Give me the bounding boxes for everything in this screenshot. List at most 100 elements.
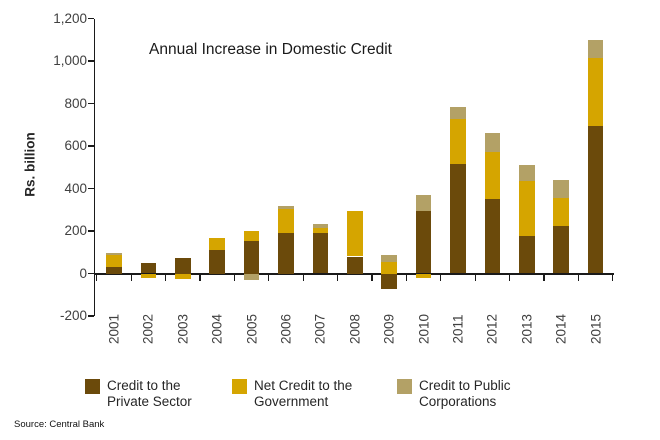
x-category-label: 2014: [553, 313, 569, 345]
x-category-label: 2009: [381, 313, 397, 345]
bar-2010-credit-to-the-private-sector: [415, 211, 432, 274]
x-tick: [405, 274, 407, 281]
bar-2002-credit-to-the-private-sector: [140, 263, 157, 274]
bar-2009-credit-to-the-private-sector: [381, 273, 397, 290]
bar-2015-credit-to-the-private-sector: [587, 126, 604, 274]
x-tick: [474, 274, 476, 281]
bar-2015-credit-to-public-corporations: [587, 39, 604, 59]
bar-2013-credit-to-public-corporations: [519, 165, 535, 182]
bar-2004-credit-to-the-private-sector: [209, 250, 225, 274]
x-tick: [577, 274, 579, 281]
y-tick-label: 200: [64, 223, 87, 238]
bar-2014-net-credit-to-the-government: [553, 198, 569, 227]
bar-2009-net-credit-to-the-government: [381, 261, 397, 274]
x-category-label: 2004: [209, 313, 225, 345]
bar-2006-net-credit-to-the-government: [278, 208, 294, 234]
x-category-label: 2003: [175, 313, 191, 345]
bar-2012-net-credit-to-the-government: [484, 152, 501, 199]
x-tick: [371, 274, 373, 281]
x-tick: [199, 274, 201, 281]
x-category-label: 2001: [106, 313, 122, 345]
x-tick: [302, 274, 304, 281]
bar-2004-net-credit-to-the-government: [209, 238, 225, 251]
y-tick: [88, 60, 94, 62]
x-category-label: 2005: [244, 313, 260, 345]
bar-2001-net-credit-to-the-government: [106, 255, 122, 268]
y-tick: [88, 145, 94, 147]
legend-label: Net Credit to the Government: [254, 378, 353, 409]
x-axis-line: [93, 272, 615, 275]
x-tick: [509, 274, 511, 281]
x-category-label: 2002: [140, 313, 156, 345]
legend-label: Credit to Public Corporations: [419, 378, 511, 409]
bar-2013-credit-to-the-private-sector: [519, 236, 535, 274]
x-category-label: 2015: [588, 313, 604, 345]
x-tick: [165, 274, 167, 281]
bar-2003-credit-to-the-private-sector: [175, 257, 191, 274]
legend-swatch-icon: [232, 379, 247, 394]
x-tick: [337, 274, 339, 281]
bar-2009-credit-to-public-corporations: [381, 255, 397, 262]
y-tick: [88, 230, 94, 232]
y-axis-line: [93, 18, 95, 316]
bar-2012-credit-to-public-corporations: [484, 133, 501, 153]
bar-2013-net-credit-to-the-government: [519, 181, 535, 237]
x-category-label: 2011: [450, 314, 466, 344]
y-tick-label: 1,000: [53, 53, 87, 68]
bar-2001-credit-to-the-private-sector: [106, 267, 122, 274]
bar-2005-net-credit-to-the-government: [243, 231, 260, 241]
y-tick-label: 600: [64, 138, 87, 153]
bar-2011-credit-to-the-private-sector: [450, 164, 466, 274]
legend-swatch-icon: [85, 379, 100, 394]
y-tick-label: 400: [64, 180, 87, 196]
y-tick-label: 800: [64, 95, 87, 111]
bar-2002-net-credit-to-the-government: [140, 273, 157, 279]
x-category-label: 2007: [312, 313, 328, 345]
bar-2001-credit-to-public-corporations: [106, 253, 122, 256]
x-category-label: 2010: [416, 313, 432, 345]
bar-2014-credit-to-public-corporations: [553, 180, 569, 199]
bar-2007-net-credit-to-the-government: [312, 228, 329, 233]
x-tick: [543, 274, 545, 281]
legend-label: Credit to the Private Sector: [107, 378, 192, 409]
y-axis-title: Rs. billion: [22, 132, 38, 197]
bar-2005-credit-to-public-corporations: [243, 273, 260, 280]
x-category-label: 2006: [278, 313, 294, 345]
bar-2006-credit-to-public-corporations: [278, 205, 294, 209]
bar-2011-net-credit-to-the-government: [450, 118, 466, 165]
bar-2015-net-credit-to-the-government: [587, 58, 604, 127]
x-tick: [130, 274, 132, 281]
bar-2005-credit-to-the-private-sector: [243, 240, 260, 274]
x-tick: [96, 274, 98, 281]
x-category-label: 2012: [484, 313, 500, 345]
bar-2007-credit-to-public-corporations: [312, 224, 329, 229]
source-note: Source: Central Bank: [14, 419, 105, 430]
y-tick: [88, 17, 94, 20]
y-tick-label: 0: [79, 265, 87, 281]
bar-2010-credit-to-public-corporations: [415, 195, 432, 212]
y-tick-label: 1,200: [53, 10, 87, 26]
y-tick: [88, 102, 94, 105]
bar-2007-credit-to-the-private-sector: [312, 232, 329, 274]
legend-swatch-icon: [397, 379, 412, 394]
x-category-label: 2008: [347, 313, 363, 345]
x-tick: [440, 274, 442, 281]
bar-2014-credit-to-the-private-sector: [553, 226, 569, 274]
bar-2003-net-credit-to-the-government: [175, 273, 191, 279]
bar-2008-net-credit-to-the-government: [347, 211, 363, 257]
chart-title: Annual Increase in Domestic Credit: [149, 41, 392, 58]
y-tick: [88, 272, 94, 275]
x-category-label: 2013: [519, 313, 535, 345]
x-tick: [612, 274, 614, 281]
bar-2011-credit-to-public-corporations: [450, 107, 466, 119]
x-tick: [233, 274, 235, 281]
y-tick: [88, 315, 94, 317]
y-tick-label: -200: [59, 308, 87, 323]
bar-2008-credit-to-the-private-sector: [347, 256, 363, 274]
y-tick: [88, 187, 94, 190]
bar-2010-net-credit-to-the-government: [415, 273, 432, 278]
x-tick: [268, 274, 270, 281]
bar-2012-credit-to-the-private-sector: [484, 198, 501, 274]
bar-2006-credit-to-the-private-sector: [278, 233, 294, 274]
